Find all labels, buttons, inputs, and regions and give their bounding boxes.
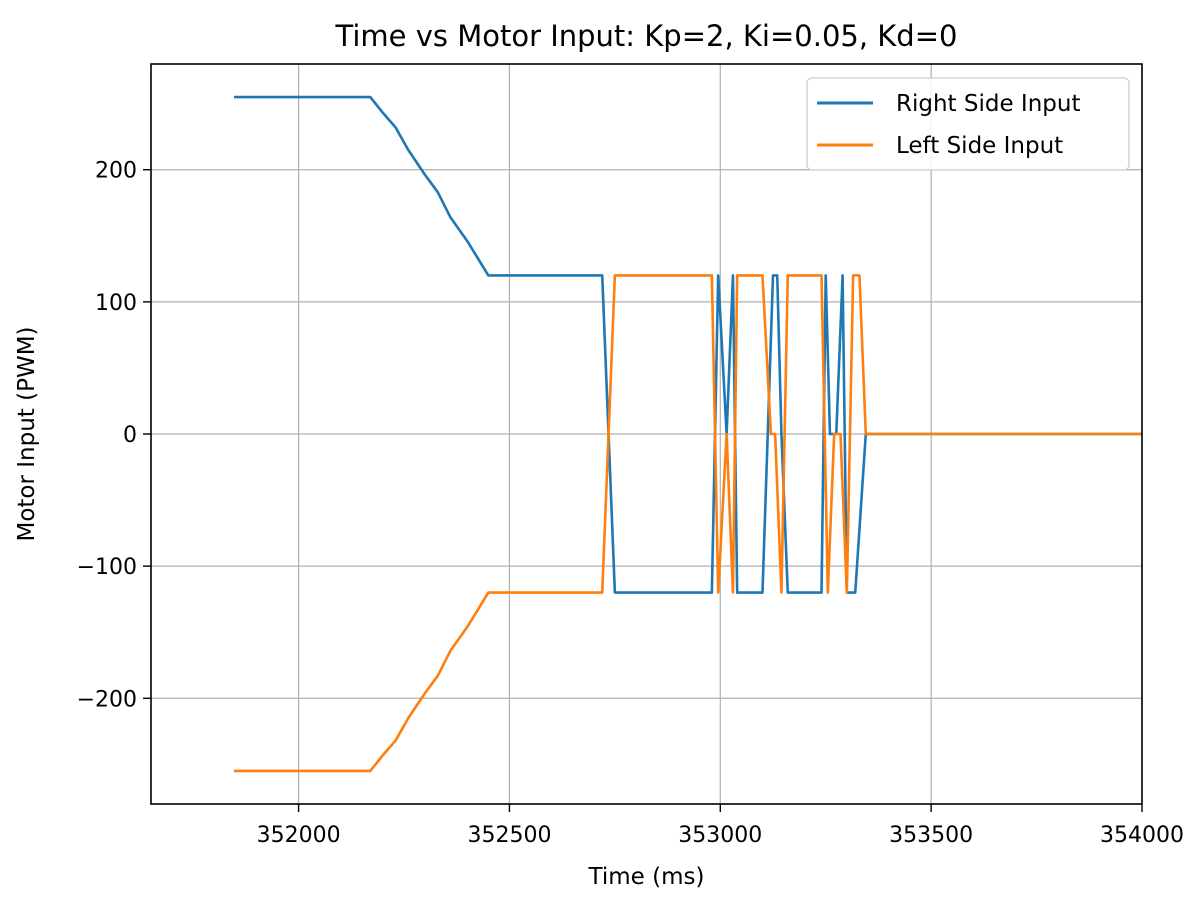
chart-title: Time vs Motor Input: Kp=2, Ki=0.05, Kd=0 [335, 19, 958, 53]
y-tick-label: 200 [95, 159, 137, 184]
y-tick-label: −100 [77, 555, 137, 580]
y-axis-label: Motor Input (PWM) [14, 326, 40, 541]
legend-label-left-side: Left Side Input [896, 133, 1063, 159]
legend-box [806, 77, 1130, 171]
series-line-left-side [234, 274, 1142, 773]
y-tick-label: 100 [95, 291, 137, 316]
series-layer [234, 95, 1142, 773]
ticks-layer: 352000 352500 353000 353500 354000 −200 −100 0 1… [77, 159, 1184, 848]
series-line-right-side [234, 95, 1142, 594]
y-tick-label: −200 [77, 687, 137, 712]
legend-label-right-side: Right Side Input [896, 91, 1080, 117]
x-tick-label: 352000 [257, 823, 341, 848]
x-tick-label: 353000 [678, 823, 762, 848]
x-tick-label: 352500 [467, 823, 551, 848]
y-tick-label: 0 [123, 423, 137, 448]
x-axis-label: Time (ms) [588, 864, 705, 890]
legend: Right Side Input Left Side Input [806, 77, 1130, 171]
x-tick-label: 353500 [889, 823, 973, 848]
x-tick-label: 354000 [1100, 823, 1184, 848]
